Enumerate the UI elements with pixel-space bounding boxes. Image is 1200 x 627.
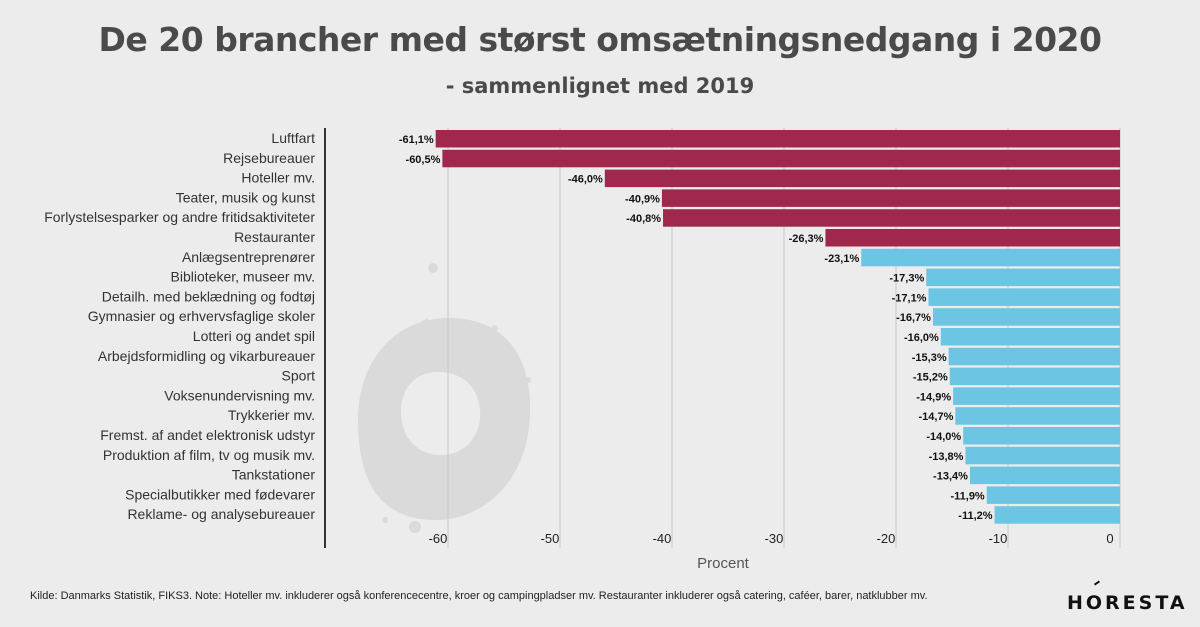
data-label: -11,2%: [958, 510, 992, 522]
data-label: -26,3%: [789, 233, 824, 245]
bar: [969, 466, 1120, 485]
data-label: -13,8%: [929, 451, 964, 463]
data-label: -11,9%: [950, 490, 984, 502]
category-label: Produktion af film, tv og musik mv.: [103, 447, 315, 463]
x-tick-label: 0: [1106, 531, 1113, 546]
bar: [986, 486, 1120, 504]
bar: [965, 446, 1120, 465]
data-label: -14,9%: [916, 391, 951, 403]
data-label: -46,0%: [568, 174, 603, 186]
category-label: Voksenundervisning mv.: [164, 387, 315, 403]
x-tick-label: -60: [429, 531, 448, 546]
x-tick-label: -20: [877, 531, 896, 546]
x-tick-label: -50: [541, 531, 560, 546]
bar: [940, 328, 1120, 346]
data-label: -17,1%: [892, 292, 927, 304]
category-label: Anlægsentreprenører: [182, 249, 315, 265]
bar: [953, 387, 1120, 405]
bar: [435, 130, 1120, 148]
bar: [604, 169, 1120, 188]
data-label: -40,8%: [626, 213, 661, 225]
x-tick-label: -30: [765, 531, 784, 546]
category-label: Sport: [282, 368, 316, 384]
bar: [994, 506, 1120, 524]
category-label: Reklame- og analysebureauer: [127, 506, 315, 522]
category-label: Luftfart: [271, 130, 315, 146]
bar: [926, 268, 1120, 287]
data-label: -14,0%: [926, 431, 961, 443]
bar: [949, 367, 1120, 386]
bar: [955, 407, 1120, 425]
chart-title: De 20 brancher med størst omsætningsnedg…: [98, 20, 1102, 59]
data-label: -23,1%: [824, 253, 859, 265]
bar: [963, 427, 1120, 445]
category-label: Gymnasier og erhvervsfaglige skoler: [88, 308, 316, 324]
bar: [661, 189, 1120, 207]
category-label: Forlystelsesparker og andre fritidsaktiv…: [44, 209, 315, 225]
x-tick-label: -40: [653, 531, 672, 546]
source-note: Kilde: Danmarks Statistik, FIKS3. Note: …: [30, 590, 928, 602]
data-label: -16,0%: [904, 332, 939, 344]
data-label: -15,3%: [912, 352, 947, 364]
chart-subtitle: - sammenlignet med 2019: [445, 74, 755, 98]
bar: [825, 229, 1120, 247]
bar: [928, 288, 1120, 306]
category-label: Tankstationer: [232, 467, 316, 483]
category-label: Arbejdsformidling og vikarbureauer: [98, 348, 315, 364]
x-tick-label: -10: [989, 531, 1008, 546]
category-label: Rejsebureauer: [223, 150, 315, 166]
bar: [932, 308, 1120, 326]
x-axis-label: Procent: [697, 555, 750, 572]
category-label: Biblioteker, museer mv.: [171, 269, 315, 285]
horesta-logo: HORESTA: [1067, 592, 1188, 614]
bar: [442, 149, 1120, 168]
category-label: Trykkerier mv.: [228, 407, 315, 423]
category-label: Hoteller mv.: [241, 170, 315, 186]
category-label: Fremst. af andet elektronisk udstyr: [100, 427, 315, 443]
data-label: -16,7%: [896, 312, 931, 324]
data-label: -40,9%: [625, 193, 660, 205]
category-label: Detailh. med beklædning og fodtøj: [102, 288, 315, 304]
watermark-splash-graphic: [358, 263, 531, 533]
data-label: -15,2%: [913, 372, 948, 384]
bar: [861, 248, 1120, 267]
category-label: Lotteri og andet spil: [193, 328, 315, 344]
data-label: -14,7%: [919, 411, 954, 423]
data-label: -61,1%: [399, 134, 434, 146]
data-label: -13,4%: [933, 471, 968, 483]
data-label: -17,3%: [889, 273, 924, 285]
data-label: -60,5%: [406, 154, 441, 166]
category-label: Restauranter: [234, 229, 315, 245]
bar: [948, 347, 1120, 366]
category-label: Specialbutikker med fødevarer: [125, 486, 315, 502]
category-label: Teater, musik og kunst: [176, 189, 315, 205]
bar: [663, 209, 1120, 227]
